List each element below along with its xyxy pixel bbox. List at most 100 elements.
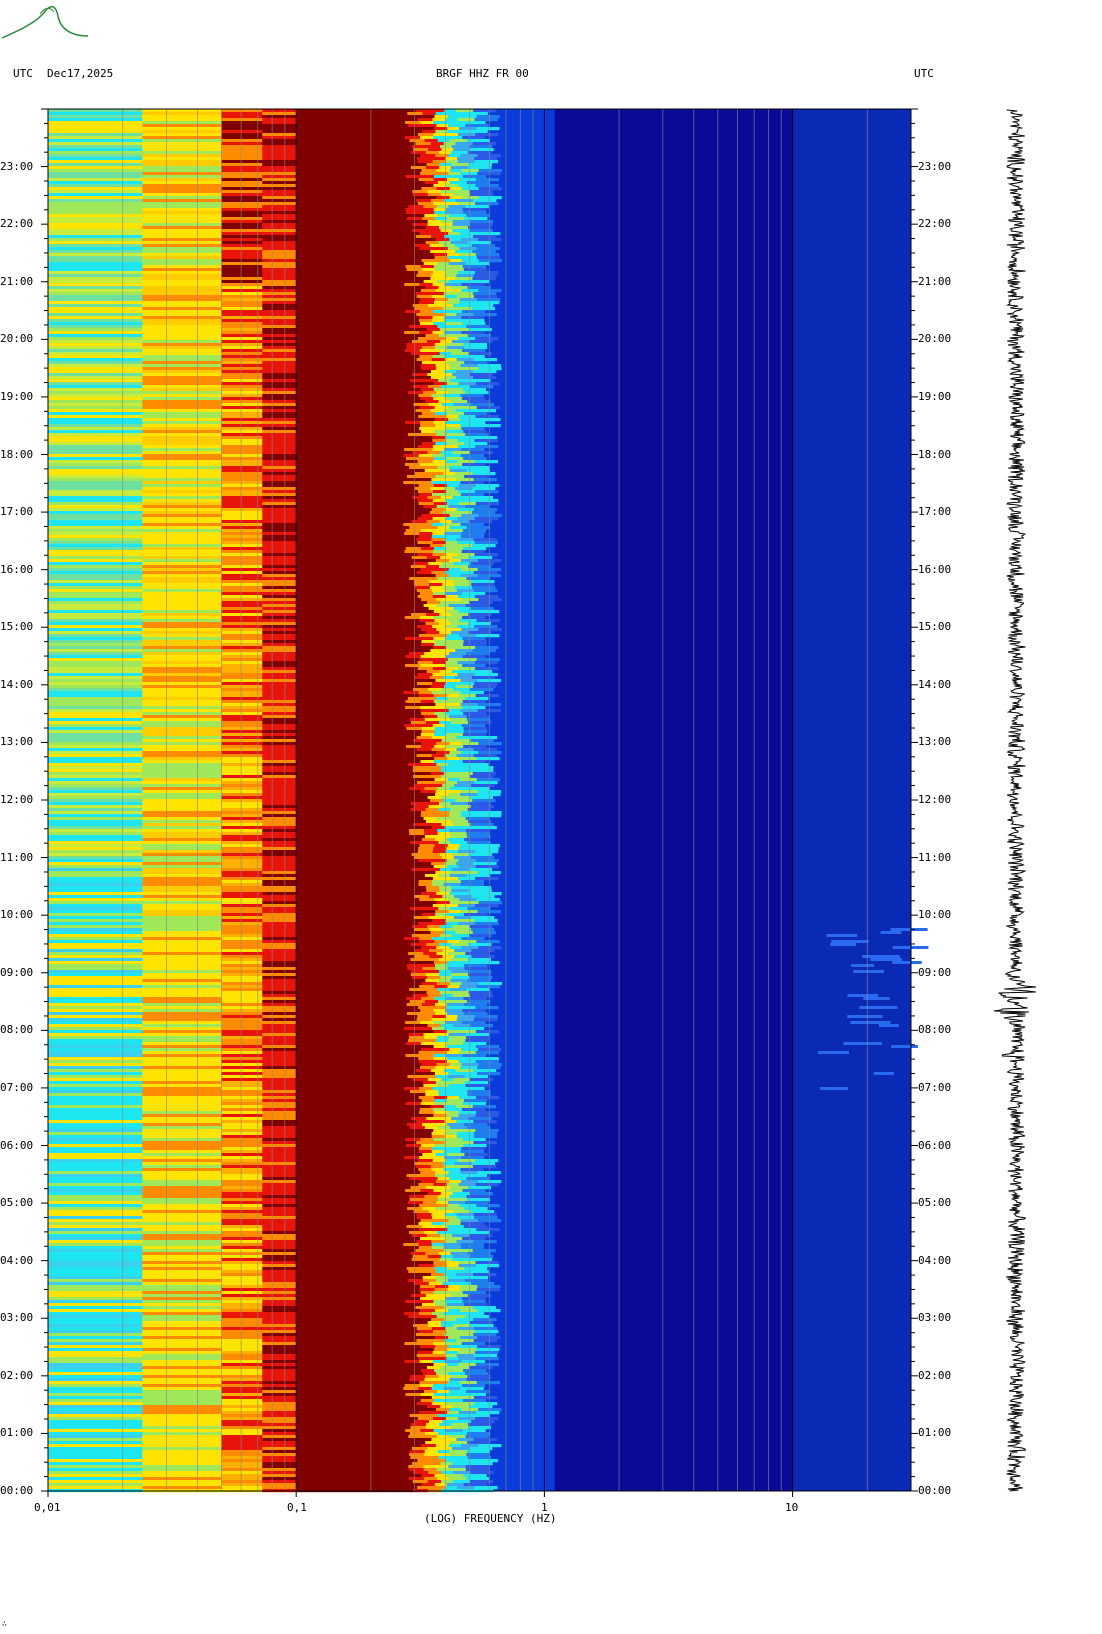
spectrum-cell: [457, 919, 475, 923]
spectrum-cell: [426, 1234, 441, 1238]
spectrum-cell: [142, 1441, 222, 1445]
spectrum-cell: [416, 295, 433, 299]
spectrum-cell: [462, 1189, 486, 1193]
spectrum-cell: [425, 379, 439, 383]
spectrum-cell: [425, 565, 440, 569]
spectrum-cell: [142, 745, 222, 749]
spectrum-cell: [48, 1150, 143, 1154]
spectrum-cell: [221, 721, 263, 725]
spectrum-cell: [394, 475, 407, 479]
spectrum-cell: [477, 1309, 501, 1313]
spectrum-cell: [221, 1078, 263, 1082]
spectrum-cell: [48, 1246, 143, 1250]
spectrum-cell: [394, 1285, 420, 1289]
spectrum-cell: [411, 1366, 428, 1370]
spectrum-cell: [394, 1435, 409, 1439]
spectrum-cell: [448, 1270, 466, 1274]
spectrum-cell: [394, 424, 421, 428]
spectrum-cell: [296, 634, 396, 638]
spectrum-cell: [410, 622, 427, 626]
spectrum-cell: [221, 1105, 263, 1109]
spectrum-cell: [443, 883, 462, 887]
spectrum-cell: [48, 1330, 143, 1334]
spectrum-cell: [435, 1207, 448, 1211]
spectrum-cell: [465, 697, 489, 701]
spectrum-cell: [221, 1390, 263, 1394]
spectrum-cell: [471, 511, 496, 515]
spectrum-cell: [425, 820, 440, 824]
spectrum-cell: [421, 712, 435, 716]
spectrum-cell: [48, 1411, 143, 1415]
spectrum-cell: [420, 1297, 434, 1301]
spectrum-cell: [142, 346, 222, 350]
spectrum-cell: [394, 307, 415, 311]
spectrum-cell: [422, 1123, 436, 1127]
spectrum-cell: [48, 1429, 143, 1433]
spectrum-cell: [419, 616, 434, 620]
spectrum-cell: [417, 673, 433, 677]
spectrum-cell: [453, 385, 471, 389]
spectrum-cell: [425, 1426, 440, 1430]
spectrum-cell: [436, 187, 451, 191]
spectrum-cell: [466, 1414, 491, 1418]
spectrum-cell: [48, 211, 143, 215]
spectrum-cell: [296, 319, 396, 323]
spectrum-cell: [221, 166, 263, 170]
spectrum-cell: [262, 1120, 297, 1124]
spectrum-cell: [221, 154, 263, 158]
spectrum-cell: [394, 916, 414, 920]
spectrum-cell: [296, 760, 396, 764]
spectrum-cell: [419, 619, 435, 623]
spectrum-cell: [416, 1339, 433, 1343]
spectrum-cell: [221, 1015, 263, 1019]
spectrum-cell: [473, 1318, 497, 1322]
spectrum-cell: [262, 1147, 297, 1151]
spectrum-cell: [296, 1312, 396, 1316]
spectrum-cell: [445, 529, 464, 533]
spectrum-cell: [428, 739, 443, 743]
spectrum-cell: [48, 124, 143, 128]
spectrum-cell: [433, 322, 446, 326]
spectrum-cell: [262, 1030, 297, 1034]
spectrum-cell: [48, 1453, 143, 1457]
spectrum-cell: [262, 379, 297, 383]
spectrum-cell: [221, 406, 263, 410]
spectrum-cell: [221, 835, 263, 839]
spectrum-cell: [394, 364, 421, 368]
spectrum-cell: [394, 502, 419, 506]
spectrum-cell: [221, 700, 263, 704]
spectrum-cell: [296, 637, 396, 641]
spectrum-cell: [48, 181, 143, 185]
spectrum-cell: [419, 322, 434, 326]
spectrum-cell: [142, 529, 222, 533]
spectrum-cell: [48, 145, 143, 149]
spectrum-cell: [48, 901, 143, 905]
spectrum-cell: [142, 898, 222, 902]
spectrum-cell: [430, 277, 445, 281]
spectrum-cell: [466, 718, 491, 722]
spectrum-cell: [394, 982, 422, 986]
spectrum-cell: [394, 1144, 407, 1148]
spectrum-cell: [394, 637, 406, 641]
spectrum-cell: [449, 742, 462, 746]
spectrum-cell: [296, 1054, 396, 1058]
spectrum-cell: [440, 1234, 453, 1238]
spectrum-cell: [425, 886, 440, 890]
spectrum-cell: [142, 1324, 222, 1328]
spectrum-cell: [408, 1033, 425, 1037]
spectrum-cell: [221, 1453, 263, 1457]
spectrum-cell: [48, 607, 143, 611]
spectrum-cell: [443, 481, 461, 485]
spectrum-cell: [477, 1336, 501, 1340]
spectrum-cell: [394, 193, 413, 197]
spectrum-cell: [296, 985, 396, 989]
spectrum-cell: [262, 1438, 297, 1442]
spectrum-cell: [221, 364, 263, 368]
spectrum-cell: [394, 1213, 417, 1217]
spectrum-cell: [435, 709, 450, 713]
spectrum-cell: [296, 448, 396, 452]
spectrum-cell: [414, 1162, 431, 1166]
spectrum-cell: [447, 757, 460, 761]
spectrum-cell: [296, 1147, 396, 1151]
spectrum-cell: [296, 1099, 396, 1103]
